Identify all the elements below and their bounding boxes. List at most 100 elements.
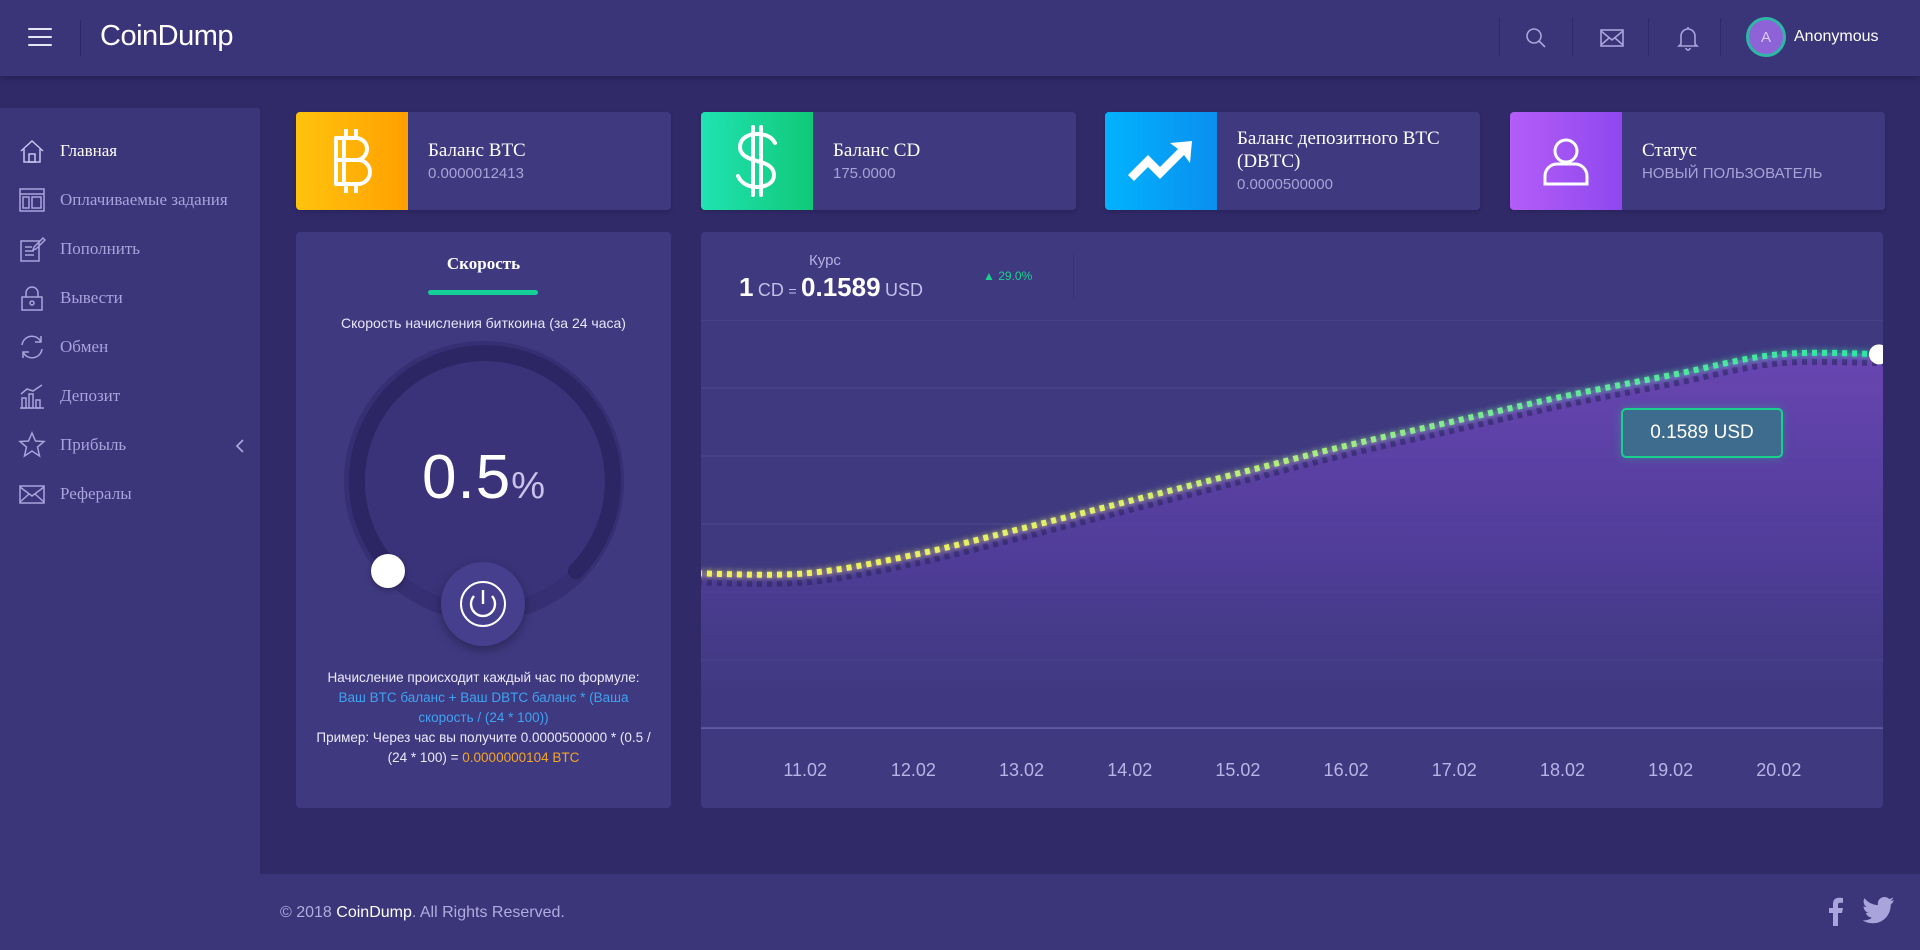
sidebar-item-referrals[interactable]: Рефералы [18, 479, 248, 509]
refresh-icon [21, 335, 43, 359]
balance-cd-card: Баланс CD 175.0000 [701, 112, 1076, 210]
trending-up-icon [1105, 112, 1217, 210]
power-button[interactable] [441, 562, 525, 646]
formula-intro: Начисление происходит каждый час по форм… [327, 670, 640, 685]
facebook-icon[interactable] [1828, 896, 1844, 926]
rate-value-line: 1 CD = 0.1589 USD [739, 272, 923, 303]
rate-header: Курс 1 CD = 0.1589 USD ▲ 29.0% [701, 232, 1074, 320]
copyright: © 2018 CoinDump. All Rights Reserved. [280, 904, 565, 922]
example-prefix: Пример: Через час вы получите 0.00005000… [316, 730, 651, 765]
rate-change: ▲ 29.0% [983, 269, 1032, 283]
sidebar-item-label: Прибыль [60, 435, 127, 454]
sidebar-item-label: Депозит [60, 386, 121, 405]
formula-example: Пример: Через час вы получите 0.00005000… [312, 728, 655, 768]
speed-panel: Скорость Скорость начисления биткоина (з… [296, 232, 671, 808]
card-value: 175.0000 [833, 165, 896, 182]
rate-caption: Курс [809, 252, 841, 269]
sidebar-item-withdraw[interactable]: Вывести [18, 283, 248, 313]
rate-one: 1 [739, 272, 754, 302]
copyright-brand[interactable]: CoinDump [336, 904, 412, 921]
card-title: Баланс CD [833, 140, 921, 161]
brand-logo[interactable]: CoinDump [100, 20, 234, 52]
speed-unit: % [511, 465, 545, 507]
sidebar-item-deposit-funds[interactable]: Пополнить [18, 234, 248, 264]
divider [1073, 254, 1074, 300]
star-icon [18, 431, 46, 458]
divider [1499, 18, 1500, 56]
chart-icon [20, 384, 44, 409]
sidebar-item-profit[interactable]: Прибыль [18, 430, 248, 460]
sidebar-item-deposit[interactable]: Депозит [18, 381, 248, 411]
balance-btc-card: Баланс BTC 0.0000012413 [296, 112, 671, 210]
example-result: 0.0000000104 BTC [462, 750, 580, 765]
card-title: Баланс BTC [428, 140, 526, 161]
menu-icon[interactable] [28, 28, 52, 48]
divider [80, 20, 81, 56]
bell-icon[interactable] [1670, 20, 1706, 56]
x-tick-label: 11.02 [783, 760, 828, 780]
rate-cd: CD [757, 280, 784, 300]
x-tick-label: 14.02 [1107, 760, 1153, 780]
arrow-up-icon: ▲ [983, 269, 995, 283]
card-title: Баланс депозитного BTC (DBTC) [1237, 128, 1440, 172]
formula-text: Начисление происходит каждый час по форм… [312, 668, 655, 768]
sidebar-item-label: Оплачиваемые задания [60, 190, 228, 209]
x-tick-label: 16.02 [1323, 760, 1369, 780]
top-header: CoinDump A Anonymous [0, 0, 1920, 76]
sidebar-item-label: Рефералы [60, 484, 132, 503]
power-icon [460, 581, 506, 627]
mail-icon [19, 485, 45, 504]
speed-slider-handle[interactable] [371, 554, 405, 588]
chevron-left-icon[interactable] [234, 438, 246, 454]
search-icon[interactable] [1518, 20, 1554, 56]
avatar[interactable]: A [1746, 17, 1786, 57]
divider [1648, 18, 1649, 56]
mail-icon[interactable] [1594, 20, 1630, 56]
card-value: 0.0000012413 [428, 165, 524, 182]
rate-currency: USD [885, 280, 924, 300]
card-title: Статус [1642, 140, 1697, 161]
tab-underline [428, 290, 538, 295]
x-tick-label: 18.02 [1539, 760, 1585, 780]
x-tick-label: 15.02 [1215, 760, 1261, 780]
footer: © 2018 CoinDump. All Rights Reserved. [260, 874, 1920, 950]
value-tooltip: 0.1589 USD [1621, 408, 1783, 458]
copyright-suffix: . All Rights Reserved. [411, 904, 565, 921]
speed-subtitle: Скорость начисления биткоина (за 24 часа… [341, 315, 626, 331]
speed-title: Скорость [446, 254, 521, 273]
edit-icon [20, 236, 46, 262]
rate-line-chart [701, 320, 1883, 729]
twitter-icon[interactable] [1863, 896, 1895, 924]
x-tick-label: 17.02 [1431, 760, 1477, 780]
layout-icon [19, 188, 45, 212]
card-value: 0.0000500000 [1237, 176, 1333, 193]
home-icon [20, 139, 44, 163]
sidebar-item-paid-tasks[interactable]: Оплачиваемые задания [18, 185, 248, 215]
rate-change-value: 29.0% [998, 269, 1033, 283]
divider [1720, 18, 1721, 56]
sidebar: Главная Оплачиваемые задания Пополнить В… [0, 108, 260, 950]
bitcoin-icon [296, 112, 408, 210]
sidebar-item-label: Обмен [60, 337, 109, 356]
x-tick-label: 13.02 [999, 760, 1045, 780]
copyright-prefix: © 2018 [280, 904, 337, 921]
card-value: НОВЫЙ ПОЛЬЗОВАТЕЛЬ [1642, 165, 1823, 182]
sidebar-item-home[interactable]: Главная [18, 136, 248, 166]
formula-expression: Ваш BTC баланс + Ваш DBTC баланс * (Ваша… [338, 690, 629, 725]
sidebar-item-label: Главная [60, 141, 118, 160]
speed-gauge [344, 341, 624, 621]
username[interactable]: Anonymous [1794, 28, 1879, 45]
dollar-icon [701, 112, 813, 210]
speed-value: 0.5% [296, 442, 671, 513]
sidebar-item-exchange[interactable]: Обмен [18, 332, 248, 362]
balance-dbtc-card: Баланс депозитного BTC (DBTC) 0.00005000… [1105, 112, 1480, 210]
x-tick-label: 12.02 [890, 760, 936, 780]
status-card: Статус НОВЫЙ ПОЛЬЗОВАТЕЛЬ [1510, 112, 1885, 210]
rate-chart-panel: Курс 1 CD = 0.1589 USD ▲ 29.0% [701, 232, 1883, 808]
area-fill [701, 352, 1883, 728]
speed-number: 0.5 [422, 443, 512, 512]
last-point[interactable] [1869, 344, 1883, 365]
user-icon [1510, 112, 1622, 210]
rate-value: 0.1589 [801, 272, 881, 302]
sidebar-item-label: Пополнить [60, 239, 141, 258]
